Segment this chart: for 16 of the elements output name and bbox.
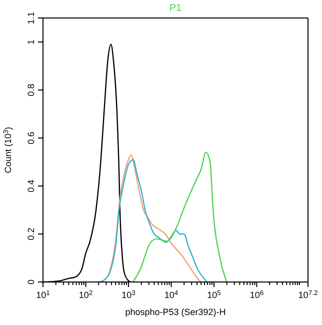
y-tick-label: 0.2 <box>26 228 36 240</box>
x-tick-label: 10$^{5}$ <box>207 290 222 300</box>
x-axis-title: phospho-P53 (Ser392)-H <box>125 307 226 317</box>
y-tick-label: 0 <box>26 279 36 285</box>
x-tick-label: 10$^{2}$ <box>78 290 93 300</box>
y-tick-label: 0.6 <box>26 132 36 144</box>
x-tick-label: 10$^{6}$ <box>250 290 264 300</box>
y-tick-label: 1 <box>26 39 36 45</box>
x-tick-label: 10$^{3}$ <box>122 290 136 300</box>
y-tick-label: 0.8 <box>26 84 36 96</box>
y-tick-label: 1.1 <box>26 12 36 24</box>
x-tick-label: 10$^{1}$ <box>36 290 50 300</box>
y-tick-label: 0.4 <box>26 180 36 192</box>
chart-title: P1 <box>169 3 182 14</box>
x-tick-label: 10$^{7.2}$ <box>298 290 318 300</box>
x-tick-label: 10$^{4}$ <box>164 290 178 300</box>
